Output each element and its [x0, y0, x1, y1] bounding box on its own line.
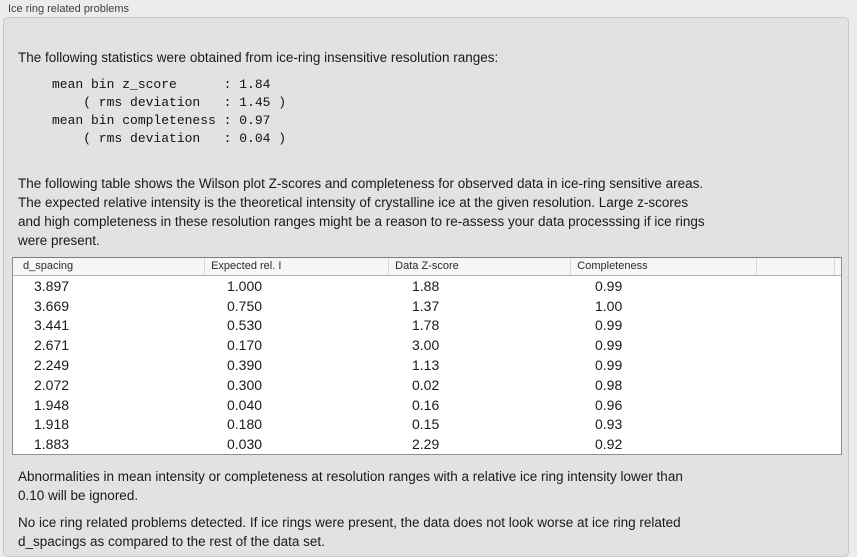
column-header-empty [757, 258, 835, 275]
table-row[interactable]: 1.883 0.030 2.29 0.92 [13, 434, 841, 455]
table-cell: 2.29 [412, 436, 440, 453]
table-row[interactable]: 1.918 0.180 0.15 0.93 [13, 414, 841, 435]
table-row[interactable]: 1.948 0.040 0.16 0.96 [13, 394, 841, 415]
panel-title: Ice ring related problems [8, 3, 130, 15]
table-cell: 0.300 [227, 376, 263, 393]
table-description-text: The following table shows the Wilson plo… [18, 176, 705, 248]
table-header-row: d_spacing Expected rel. I Data Z-score C… [13, 258, 841, 276]
table-cell: 2.249 [34, 357, 70, 374]
table-row[interactable]: 3.441 0.530 1.78 0.99 [13, 315, 841, 336]
table-cell: 0.02 [412, 376, 440, 393]
table-cell: 0.99 [595, 317, 623, 334]
table-cell: 0.98 [595, 376, 623, 393]
table-cell: 0.16 [412, 396, 440, 413]
table-cell: 0.96 [595, 396, 623, 413]
table-cell: 1.88 [412, 277, 440, 294]
column-header-expected-rel-i[interactable]: Expected rel. I [205, 258, 390, 275]
table-cell: 1.000 [227, 277, 263, 294]
table-cell: 2.072 [34, 376, 70, 393]
table-cell: 0.15 [412, 416, 440, 433]
table-cell: 3.00 [412, 337, 440, 354]
table-cell: 0.92 [595, 436, 623, 453]
column-header-data-z-score[interactable]: Data Z-score [389, 258, 572, 275]
column-header-d-spacing[interactable]: d_spacing [13, 258, 206, 275]
table-cell: 0.750 [227, 297, 263, 314]
table-row[interactable]: 2.072 0.300 0.02 0.98 [13, 374, 841, 395]
column-header-filler [835, 258, 841, 275]
table-cell: 0.030 [227, 436, 263, 453]
table-row[interactable]: 3.669 0.750 1.37 1.00 [13, 295, 841, 316]
stats-monospace-block: mean bin z_score : 1.84 ( rms deviation … [52, 77, 287, 146]
table-cell: 1.918 [34, 416, 70, 433]
table-cell: 1.37 [412, 297, 440, 314]
table-cell: 0.170 [227, 337, 263, 354]
table-cell: 3.669 [34, 297, 70, 314]
table-cell: 0.180 [227, 416, 263, 433]
ignore-note-text: Abnormalities in mean intensity or compl… [18, 469, 683, 503]
table-cell: 0.99 [595, 357, 623, 374]
column-header-completeness[interactable]: Completeness [571, 258, 758, 275]
table-cell: 1.00 [595, 297, 623, 314]
table-row[interactable]: 3.897 1.000 1.88 0.99 [13, 276, 841, 296]
table-cell: 0.040 [227, 396, 263, 413]
ice-ring-groupbox: The following statistics were obtained f… [3, 17, 849, 557]
table-cell: 3.897 [34, 277, 70, 294]
table-cell: 1.948 [34, 396, 70, 413]
table-cell: 1.13 [412, 357, 440, 374]
ice-ring-table: d_spacing Expected rel. I Data Z-score C… [12, 257, 842, 455]
table-cell: 0.390 [227, 357, 263, 374]
table-body: 3.897 1.000 1.88 0.99 3.669 0.750 1.37 1.00 3.44… [13, 276, 841, 455]
table-cell: 0.530 [227, 317, 263, 334]
table-cell: 3.441 [34, 317, 70, 334]
table-cell: 0.99 [595, 277, 623, 294]
table-cell: 2.671 [34, 337, 70, 354]
table-cell: 0.93 [595, 416, 623, 433]
table-cell: 0.99 [595, 337, 623, 354]
stats-intro-text: The following statistics were obtained f… [18, 50, 499, 65]
table-cell: 1.883 [34, 436, 70, 453]
table-row[interactable]: 2.671 0.170 3.00 0.99 [13, 335, 841, 356]
conclusion-text: No ice ring related problems detected. I… [18, 515, 681, 549]
table-row[interactable]: 2.249 0.390 1.13 0.99 [13, 355, 841, 375]
table-cell: 1.78 [412, 317, 440, 334]
